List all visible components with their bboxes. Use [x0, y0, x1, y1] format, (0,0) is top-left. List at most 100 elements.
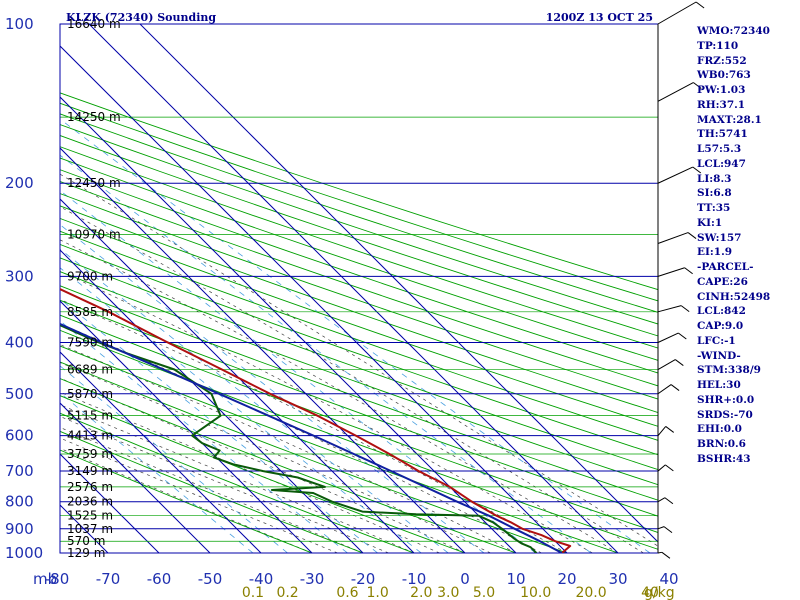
mixing-ratio-label: 0.6 — [336, 585, 358, 600]
moist-adiabat-line — [60, 404, 415, 553]
index-item: KI:1 — [697, 216, 723, 229]
pressure-tick-label: 700 — [5, 462, 34, 480]
wind-barb — [657, 464, 666, 472]
mixing-ratio-label: 20.0 — [575, 585, 606, 600]
index-item: -WIND- — [697, 349, 741, 362]
moist-adiabat-line — [60, 391, 440, 553]
wind-barb-flag — [675, 359, 684, 366]
moist-adiabat-line — [60, 344, 517, 553]
pressure-tick-label: 900 — [5, 520, 34, 538]
height-label: 3759 m — [67, 447, 113, 461]
index-item: CAP:9.0 — [697, 320, 744, 332]
wind-barb-flag — [663, 526, 673, 534]
index-item: HEL:30 — [697, 379, 741, 391]
dry-adiabat-line — [60, 205, 658, 414]
wind-barb-flag — [687, 232, 697, 239]
index-item: SHR+:0.0 — [697, 393, 755, 406]
mixing-ratio-label: 40 — [641, 585, 659, 600]
dry-adiabat-line — [60, 412, 416, 553]
isotherms — [60, 24, 658, 553]
dry-adiabat-line — [60, 92, 658, 291]
height-label: 3149 m — [67, 464, 113, 478]
chart-time: 1200Z 13 OCT 25 — [546, 11, 653, 24]
height-label: 1525 m — [67, 509, 113, 523]
dry-adiabat-line — [60, 124, 658, 325]
mixing-ratio-label: 10.0 — [520, 585, 551, 600]
temperature-tick-label: -70 — [96, 570, 121, 588]
isotherm-line — [88, 24, 619, 553]
isotherm-line — [60, 96, 517, 553]
dry-adiabat-line — [60, 180, 658, 387]
temperature-tick-label: -60 — [147, 570, 172, 588]
temperature-tick-label: 40 — [659, 570, 678, 588]
isobars — [59, 23, 659, 554]
height-label: 14250 m — [67, 110, 121, 124]
temperature-tick-label: -10 — [402, 570, 427, 588]
dry-adiabat-line — [60, 361, 569, 553]
isotherm-line — [60, 300, 313, 553]
dry-adiabat-line — [60, 285, 658, 501]
wind-barb-flag — [670, 384, 680, 391]
dry-adiabat-line — [60, 243, 658, 456]
index-item: RH:37.1 — [697, 98, 746, 111]
wind-barb-flag — [680, 305, 690, 313]
index-item: CINH:52498 — [697, 290, 771, 303]
height-label: 2036 m — [67, 495, 113, 509]
mixing-ratio-unit: g/kg — [644, 585, 675, 600]
index-item: CAPE:26 — [697, 275, 748, 288]
wind-barb — [657, 332, 679, 343]
mixing-ratio-label: 3.0 — [437, 585, 459, 600]
isotherm-line — [60, 249, 364, 553]
index-item: SW:157 — [697, 231, 742, 244]
temperature-tick-label: -20 — [351, 570, 376, 588]
temperature-tick-label: -80 — [45, 570, 70, 588]
dry-adiabat-line — [60, 395, 467, 553]
dry-adiabat-line — [60, 157, 658, 361]
height-label: 4413 m — [67, 429, 113, 443]
wind-barb-flag — [664, 497, 674, 505]
wind-barb — [657, 267, 685, 277]
index-item: TP:110 — [697, 39, 739, 52]
temperature-labels: mb-80 -70 -60 -50 -40 -30 -20 -10 0 10 20 30 40 — [33, 570, 679, 588]
wind-barb-flag — [678, 332, 687, 340]
index-item: STM:338/9 — [697, 364, 761, 377]
index-item: WMO:72340 — [697, 25, 770, 37]
height-label: 7590 m — [67, 335, 113, 349]
index-item: -PARCEL- — [697, 261, 754, 273]
index-item: TT:35 — [697, 202, 731, 214]
profile-lines — [60, 287, 572, 553]
wind-barb — [657, 359, 676, 370]
index-item: SRDS:-70 — [697, 408, 753, 421]
dry-adiabat-line — [60, 271, 658, 486]
parcel-line — [60, 322, 563, 553]
dry-adiabat-line — [60, 430, 365, 553]
moist-adiabat-line — [60, 416, 389, 553]
index-item: BRN:0.6 — [697, 438, 746, 450]
pressure-tick-label: 600 — [5, 427, 34, 445]
dry-adiabat-line — [60, 102, 658, 302]
temperature-tick-label: 0 — [460, 570, 470, 588]
dry-adiabat-line — [60, 449, 314, 553]
wind-barb-flag — [665, 464, 674, 472]
index-item: L57:5.3 — [697, 143, 742, 155]
dry-adiabat-line — [60, 299, 658, 517]
index-item: BSHR:43 — [697, 452, 751, 465]
pressure-tick-label: 500 — [5, 385, 34, 403]
dewpoint-line — [60, 324, 538, 553]
height-label: 5115 m — [67, 409, 113, 423]
dry-adiabats — [60, 92, 658, 553]
mixing-ratio-line — [60, 320, 348, 553]
mixing-ratio-line — [60, 298, 378, 553]
isotherm-line — [139, 24, 658, 543]
dry-adiabat-line — [60, 345, 620, 553]
temperature-tick-label: -50 — [198, 570, 223, 588]
index-item: TH:5741 — [697, 128, 748, 141]
wind-barb — [657, 166, 694, 184]
temperature-tick-label: 10 — [506, 570, 525, 588]
dry-adiabat-line — [60, 146, 658, 349]
mixing-ratio-line — [60, 267, 422, 553]
mixing-ratio-label: 1.0 — [367, 585, 389, 600]
index-item: WB0:763 — [697, 69, 751, 82]
pressure-unit-label: mb — [33, 570, 57, 588]
